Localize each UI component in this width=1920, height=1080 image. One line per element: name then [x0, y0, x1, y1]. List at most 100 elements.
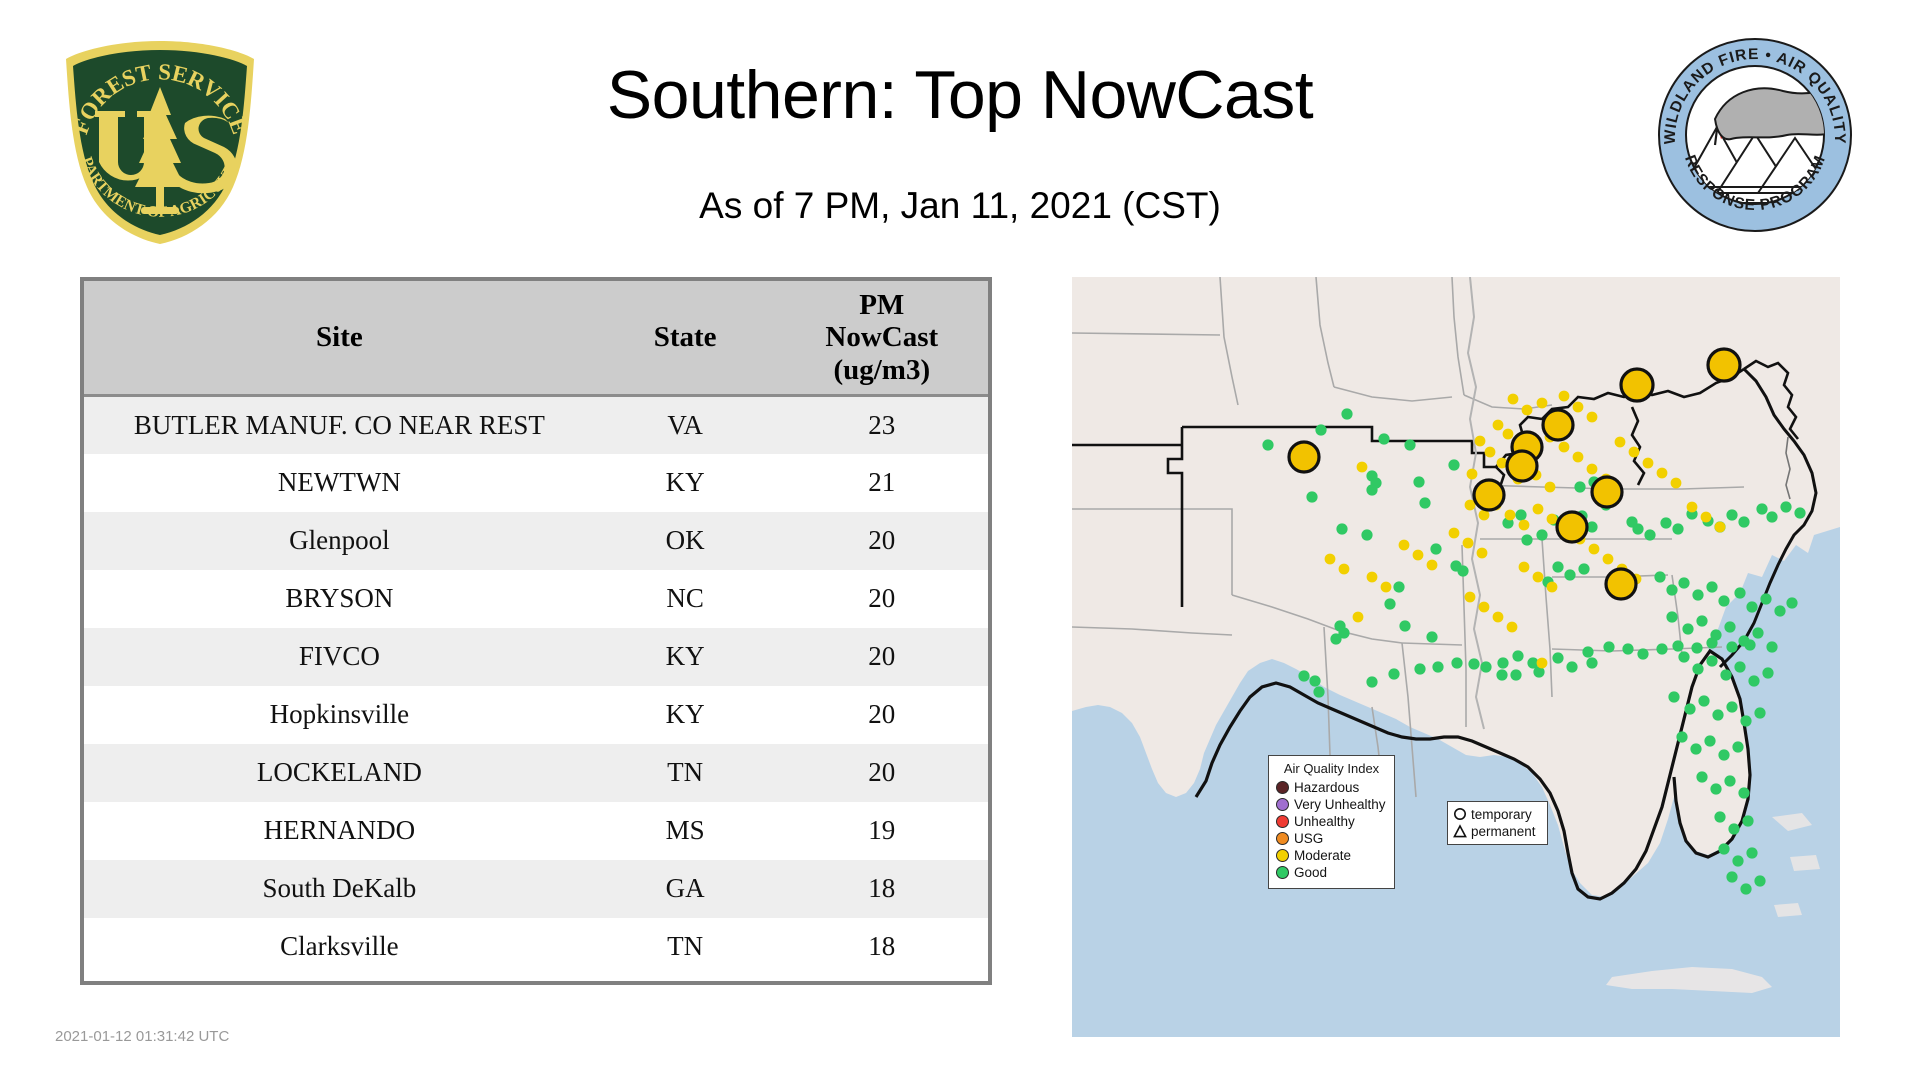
monitor-marker-good[interactable] [1676, 731, 1688, 743]
monitor-marker-good[interactable] [1566, 661, 1578, 673]
top-site-marker[interactable] [1706, 347, 1742, 383]
monitor-marker-moderate[interactable] [1602, 553, 1614, 565]
monitor-marker-moderate[interactable] [1426, 559, 1438, 571]
monitor-marker-good[interactable] [1315, 424, 1327, 436]
monitor-marker-good[interactable] [1668, 691, 1680, 703]
monitor-marker-moderate[interactable] [1546, 581, 1558, 593]
monitor-marker-moderate[interactable] [1536, 397, 1548, 409]
top-site-marker[interactable] [1590, 475, 1624, 509]
monitor-marker-moderate[interactable] [1476, 547, 1488, 559]
monitor-marker-good[interactable] [1404, 439, 1416, 451]
monitor-marker-good[interactable] [1706, 655, 1718, 667]
monitor-marker-good[interactable] [1780, 501, 1792, 513]
monitor-marker-moderate[interactable] [1448, 527, 1460, 539]
monitor-marker-good[interactable] [1710, 629, 1722, 641]
monitor-marker-good[interactable] [1672, 640, 1684, 652]
monitor-marker-good[interactable] [1378, 433, 1390, 445]
monitor-marker-good[interactable] [1552, 561, 1564, 573]
monitor-marker-good[interactable] [1706, 581, 1718, 593]
monitor-marker-good[interactable] [1690, 743, 1702, 755]
monitor-marker-good[interactable] [1786, 597, 1798, 609]
monitor-marker-good[interactable] [1366, 484, 1378, 496]
monitor-marker-good[interactable] [1718, 749, 1730, 761]
monitor-marker-good[interactable] [1497, 657, 1509, 669]
monitor-marker-good[interactable] [1432, 661, 1444, 673]
monitor-marker-good[interactable] [1536, 529, 1548, 541]
monitor-marker-good[interactable] [1762, 667, 1774, 679]
monitor-marker-good[interactable] [1603, 641, 1615, 653]
monitor-marker-good[interactable] [1672, 523, 1684, 535]
monitor-marker-moderate[interactable] [1352, 611, 1364, 623]
monitor-marker-good[interactable] [1698, 695, 1710, 707]
monitor-marker-good[interactable] [1691, 642, 1703, 654]
monitor-marker-good[interactable] [1754, 875, 1766, 887]
monitor-marker-moderate[interactable] [1656, 467, 1668, 479]
monitor-marker-moderate[interactable] [1586, 411, 1598, 423]
monitor-marker-moderate[interactable] [1536, 657, 1548, 669]
top-site-marker[interactable] [1505, 449, 1539, 483]
monitor-marker-good[interactable] [1774, 605, 1786, 617]
monitor-marker-good[interactable] [1430, 543, 1442, 555]
monitor-marker-good[interactable] [1746, 847, 1758, 859]
monitor-marker-good[interactable] [1622, 643, 1634, 655]
monitor-marker-moderate[interactable] [1628, 446, 1640, 458]
monitor-marker-good[interactable] [1734, 661, 1746, 673]
monitor-marker-good[interactable] [1582, 646, 1594, 658]
monitor-marker-moderate[interactable] [1700, 511, 1712, 523]
monitor-marker-moderate[interactable] [1398, 539, 1410, 551]
monitor-marker-good[interactable] [1399, 620, 1411, 632]
top-site-marker[interactable] [1555, 510, 1589, 544]
monitor-marker-good[interactable] [1654, 571, 1666, 583]
monitor-marker-good[interactable] [1732, 741, 1744, 753]
monitor-marker-good[interactable] [1794, 507, 1806, 519]
monitor-marker-good[interactable] [1361, 529, 1373, 541]
top-site-marker[interactable] [1472, 478, 1506, 512]
monitor-marker-good[interactable] [1684, 703, 1696, 715]
monitor-marker-good[interactable] [1330, 633, 1342, 645]
monitor-marker-good[interactable] [1527, 657, 1539, 669]
monitor-marker-moderate[interactable] [1366, 571, 1378, 583]
monitor-marker-good[interactable] [1726, 509, 1738, 521]
monitor-marker-moderate[interactable] [1558, 390, 1570, 402]
monitor-marker-good[interactable] [1692, 589, 1704, 601]
monitor-marker-good[interactable] [1393, 581, 1405, 593]
monitor-marker-good[interactable] [1704, 735, 1716, 747]
monitor-marker-moderate[interactable] [1521, 404, 1533, 416]
monitor-marker-moderate[interactable] [1714, 521, 1726, 533]
monitor-marker-good[interactable] [1306, 491, 1318, 503]
monitor-marker-moderate[interactable] [1588, 543, 1600, 555]
monitor-marker-moderate[interactable] [1338, 563, 1350, 575]
top-site-marker[interactable] [1604, 567, 1638, 601]
monitor-marker-moderate[interactable] [1507, 393, 1519, 405]
monitor-marker-good[interactable] [1720, 669, 1732, 681]
monitor-marker-moderate[interactable] [1670, 477, 1682, 489]
monitor-marker-good[interactable] [1388, 668, 1400, 680]
monitor-marker-good[interactable] [1738, 635, 1750, 647]
monitor-marker-good[interactable] [1586, 657, 1598, 669]
monitor-marker-good[interactable] [1678, 651, 1690, 663]
monitor-marker-good[interactable] [1756, 503, 1768, 515]
monitor-marker-good[interactable] [1682, 623, 1694, 635]
monitor-marker-good[interactable] [1309, 675, 1321, 687]
monitor-marker-good[interactable] [1632, 523, 1644, 535]
monitor-marker-good[interactable] [1754, 707, 1766, 719]
monitor-marker-good[interactable] [1712, 709, 1724, 721]
monitor-marker-good[interactable] [1426, 631, 1438, 643]
monitor-marker-moderate[interactable] [1380, 581, 1392, 593]
top-site-marker[interactable] [1619, 367, 1655, 403]
monitor-marker-good[interactable] [1298, 670, 1310, 682]
monitor-marker-moderate[interactable] [1518, 519, 1530, 531]
monitor-marker-good[interactable] [1734, 587, 1746, 599]
monitor-marker-good[interactable] [1262, 439, 1274, 451]
monitor-marker-moderate[interactable] [1572, 451, 1584, 463]
monitor-marker-good[interactable] [1586, 521, 1598, 533]
monitor-marker-good[interactable] [1637, 648, 1649, 660]
monitor-marker-good[interactable] [1738, 516, 1750, 528]
monitor-marker-good[interactable] [1313, 686, 1325, 698]
monitor-marker-moderate[interactable] [1484, 446, 1496, 458]
monitor-marker-good[interactable] [1366, 676, 1378, 688]
monitor-marker-moderate[interactable] [1572, 401, 1584, 413]
monitor-marker-good[interactable] [1718, 843, 1730, 855]
monitor-marker-moderate[interactable] [1464, 591, 1476, 603]
monitor-marker-good[interactable] [1451, 657, 1463, 669]
